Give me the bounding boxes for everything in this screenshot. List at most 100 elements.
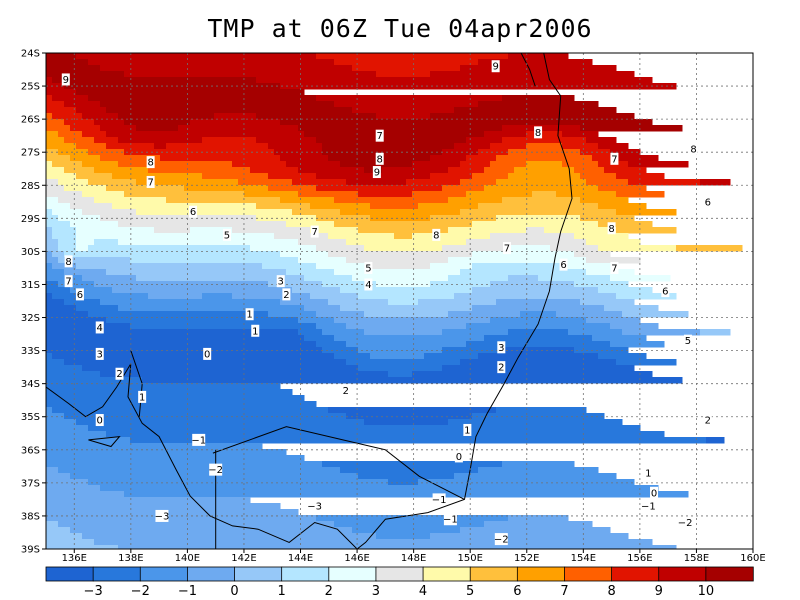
contour-label: 9 xyxy=(61,73,70,86)
contour-label-text: 7 xyxy=(504,244,510,255)
temperature-cell xyxy=(580,125,683,132)
temperature-cell xyxy=(346,179,407,186)
temperature-cell xyxy=(118,545,677,549)
temperature-cell xyxy=(448,275,509,282)
temperature-cell xyxy=(610,149,641,156)
contour-label: 7 xyxy=(310,225,319,238)
temperature-cell xyxy=(298,317,335,324)
temperature-cell xyxy=(94,119,125,126)
temperature-cell xyxy=(76,89,305,96)
temperature-cell xyxy=(598,245,677,252)
contour-label-box xyxy=(203,347,212,360)
contour-label-text: 5 xyxy=(224,230,230,241)
temperature-cell xyxy=(100,299,281,306)
contour-label: 8 xyxy=(534,126,543,139)
temperature-cell xyxy=(298,257,347,264)
contour-label: 2 xyxy=(115,367,124,380)
coastline-path xyxy=(212,426,465,500)
contour-label-box xyxy=(115,367,124,380)
temperature-cell xyxy=(622,311,689,318)
longitude-tick-label: 160E xyxy=(740,553,765,564)
temperature-cell xyxy=(370,203,419,210)
contour-label: 1 xyxy=(463,423,472,436)
contour-label-text: 7 xyxy=(147,177,153,188)
temperature-cell xyxy=(418,203,479,210)
longitude-tick-label: 148E xyxy=(401,553,426,564)
contour-label-box xyxy=(641,500,655,513)
temperature-cell xyxy=(106,131,305,138)
contour-label: 6 xyxy=(703,195,712,208)
temperature-cell xyxy=(76,305,119,312)
temperature-cell xyxy=(88,179,137,186)
latitude-tick-label: 34S xyxy=(21,379,40,390)
longitude-tick-label: 136E xyxy=(62,553,87,564)
temperature-cell xyxy=(484,521,593,528)
temperature-cell xyxy=(106,185,185,192)
temperature-cell xyxy=(430,113,635,120)
temperature-cell xyxy=(118,161,233,168)
contour-label-box xyxy=(209,463,223,476)
temperature-cell xyxy=(82,113,119,120)
latitude-tick-label: 31S xyxy=(21,280,40,291)
colorbar-swatch xyxy=(186,566,236,582)
temperature-cell xyxy=(586,317,641,324)
temperature-cell xyxy=(46,83,65,90)
temperature-cell xyxy=(472,413,605,420)
temperature-cell xyxy=(502,347,575,354)
temperature-cell xyxy=(76,263,263,270)
temperature-cell xyxy=(364,419,449,426)
temperature-cell xyxy=(130,257,299,264)
temperature-cell xyxy=(472,251,575,258)
temperature-cell xyxy=(346,257,449,264)
temperature-cell xyxy=(58,257,131,264)
contour-label: 4 xyxy=(364,278,373,291)
contour-label-box xyxy=(443,513,457,526)
contour-label-text: 8 xyxy=(608,224,614,235)
temperature-cell xyxy=(616,173,665,180)
temperature-cell xyxy=(46,425,89,432)
contour-label-text: 2 xyxy=(705,416,711,427)
contour-label-text: 2 xyxy=(343,386,349,397)
contour-label-text: 3 xyxy=(278,277,284,288)
temperature-cell xyxy=(46,437,131,444)
temperature-cell xyxy=(46,515,317,522)
contour-label: 8 xyxy=(432,228,441,241)
temperature-cell xyxy=(430,281,491,288)
contour-label-box xyxy=(146,156,155,169)
temperature-cell xyxy=(376,71,431,78)
contour-label: 7 xyxy=(610,261,619,274)
contour-label-box xyxy=(683,334,692,347)
temperature-cell xyxy=(100,65,353,72)
temperature-cell xyxy=(46,311,89,318)
temperature-cell xyxy=(484,167,515,174)
contour-label-box xyxy=(64,275,73,288)
contour-label: 8 xyxy=(375,152,384,165)
temperature-cell xyxy=(88,425,641,432)
temperature-cell xyxy=(388,479,419,486)
temperature-cell xyxy=(574,167,605,174)
temperature-cell xyxy=(448,257,587,264)
contour-label-text: 0 xyxy=(97,416,103,427)
contour-label: 4 xyxy=(95,321,104,334)
temperature-cell xyxy=(46,503,281,510)
latitude-tick-label: 24S xyxy=(21,49,40,60)
temperature-cell xyxy=(562,143,599,150)
contour-label: 7 xyxy=(64,275,73,288)
temperature-cell xyxy=(358,227,449,234)
temperature-cell xyxy=(268,173,317,180)
contour-label: 2 xyxy=(497,361,506,374)
temperature-cell xyxy=(322,461,503,468)
temperature-cell xyxy=(466,155,497,162)
temperature-cell xyxy=(136,125,179,132)
temperature-cell xyxy=(232,227,311,234)
temperature-cell xyxy=(76,143,107,150)
temperature-cell xyxy=(46,473,71,480)
temperature-cell xyxy=(58,149,89,156)
temperature-cell xyxy=(82,533,377,540)
temperature-cell xyxy=(454,143,491,150)
temperature-cell xyxy=(538,275,611,282)
colorbar-swatch xyxy=(375,566,424,582)
contour-label: 0 xyxy=(650,486,659,499)
longitude-tick-label: 142E xyxy=(231,553,256,564)
